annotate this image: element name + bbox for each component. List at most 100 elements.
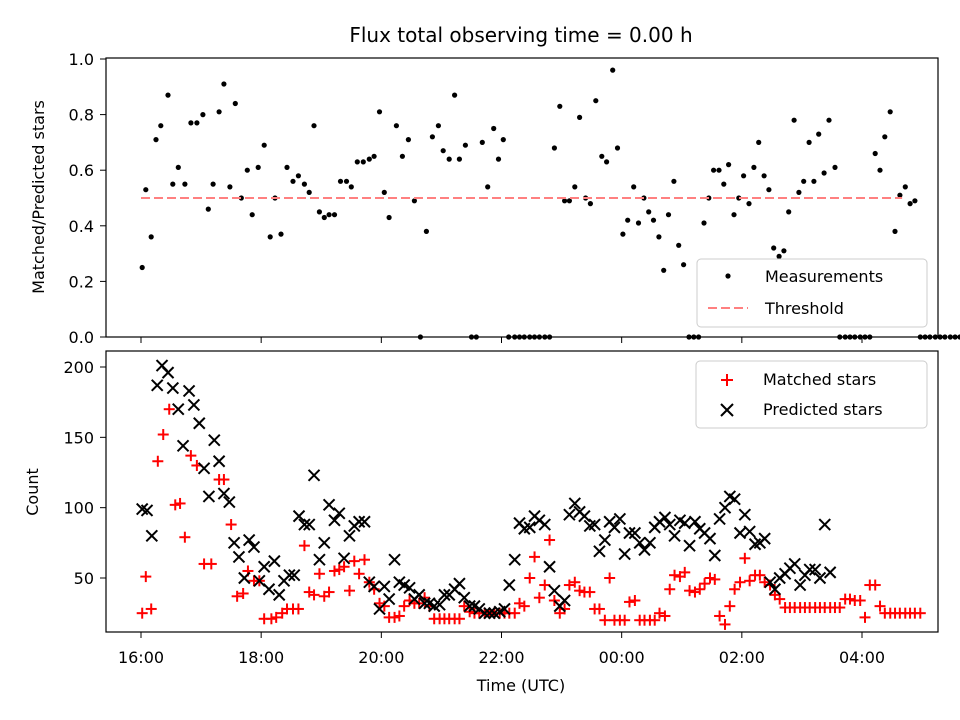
matched-point [604,572,616,584]
matched-point [734,576,746,588]
measurement-point [423,228,429,234]
x-axis-label: Time (UTC) [476,676,565,695]
predicted-point [382,592,396,606]
predicted-point [193,417,206,430]
measurement-point [796,189,802,195]
bottom-legend: Matched stars Predicted stars [695,360,928,429]
measurement-point [816,131,822,137]
measurement-point [393,123,399,129]
matched-point [313,568,325,580]
predicted-point [703,532,717,545]
matched-point [348,555,360,567]
predicted-point [318,536,331,550]
predicted-point [197,462,211,475]
predicted-point [322,498,336,512]
predicted-point [238,571,251,585]
matched-point [529,551,541,563]
predicted-point [307,469,321,482]
matched-point [709,573,721,585]
predicted-point [808,563,822,576]
predicted-point [288,568,301,582]
top-panel: 0.0 0.2 0.4 0.6 0.8 1.0 Matched/Predicted sta… [29,50,960,347]
measurement-point [175,164,181,170]
predicted-point [538,518,551,531]
measurement-point [562,198,568,204]
predicted-point [483,606,496,620]
measurement-point [331,212,338,218]
measurement-point [665,212,672,218]
predicted-point [247,540,261,554]
y-tick-label: 150 [63,428,94,447]
predicted-point [208,433,221,447]
matched-point [664,583,676,595]
x-tick-label: 02:00 [719,648,765,667]
x-tick-label: 20:00 [358,648,404,667]
measurement-point [716,167,722,173]
predicted-point [618,547,631,561]
measurement-point [182,181,188,187]
predicted-point [458,591,471,604]
measurement-point [572,184,578,190]
predicted-point [343,529,356,543]
measurement-point [221,81,227,87]
predicted-point [212,455,226,468]
predicted-point [313,553,326,566]
measurement-point [153,137,159,143]
matched-point [719,618,731,630]
predicted-point [292,509,306,523]
measurement-point [756,139,762,145]
measurement-point [656,234,662,240]
predicted-point [818,518,831,531]
measurement-point [399,153,405,159]
predicted-point [223,495,236,509]
measurement-point [736,195,742,201]
measurement-point [148,234,154,240]
predicted-point [433,598,446,611]
measurement-point [821,170,827,176]
predicted-point [658,511,672,524]
matched-point [393,610,405,622]
x-tick-label: 04:00 [839,648,885,667]
y-tick-label: 50 [74,569,94,588]
predicted-point [563,508,576,521]
bottom-x-axis: 16:00 18:00 20:00 22:00 00:00 02:00 04:00 [118,632,885,667]
predicted-point [523,521,536,534]
measurement-point [766,187,772,193]
matched-point [834,602,846,614]
predicted-point [763,576,777,589]
bottom-plot-area [105,350,939,633]
legend-matched-label: Matched stars [763,370,876,389]
measurement-point [321,214,327,221]
measurement-point [872,150,878,157]
measurement-point [366,156,372,162]
predicted-point [418,597,431,610]
measurement-point [495,156,502,162]
predicted-point [333,507,346,520]
y-tick-label: 200 [63,358,94,377]
predicted-point [303,518,316,531]
predicted-point [438,588,451,602]
legend-predicted-label: Predicted stars [763,400,883,419]
measurement-point [491,125,497,132]
matched-point [205,558,217,570]
matched-point [237,587,249,599]
measurement-point [604,159,610,165]
measurement-point [721,181,727,187]
x-tick-label: 22:00 [478,648,524,667]
predicted-point [217,487,231,500]
measurement-point [284,164,290,170]
predicted-point [508,553,521,566]
predicted-point [367,580,381,593]
measurement-point [354,159,360,165]
predicted-point [568,497,582,510]
matched-point [574,585,586,597]
measurement-point [485,184,491,190]
predicted-point [608,521,621,534]
predicted-point [140,504,154,517]
predicted-point [272,588,286,602]
measurement-point [887,109,893,115]
measurement-point [882,134,888,140]
matched-point [298,540,310,552]
measurement-point [593,98,599,104]
predicted-point [743,525,756,538]
